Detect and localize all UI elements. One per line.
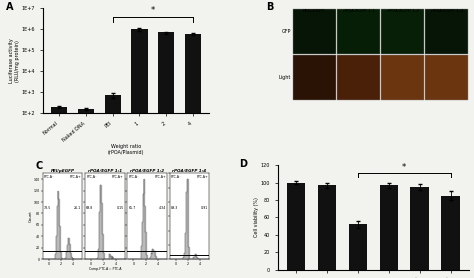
Bar <box>51 106 67 278</box>
Bar <box>381 9 424 54</box>
X-axis label: Weight ratio
(rPOA/Plasmid): Weight ratio (rPOA/Plasmid) <box>108 144 144 155</box>
Bar <box>158 33 174 278</box>
Text: A: A <box>6 2 13 12</box>
Text: B: B <box>266 2 273 12</box>
Bar <box>381 55 424 100</box>
Bar <box>349 224 367 270</box>
Y-axis label: Luciferase activity
(RLU/mg protein): Luciferase activity (RLU/mg protein) <box>9 38 20 83</box>
Text: C: C <box>36 161 43 171</box>
Bar <box>185 34 201 278</box>
Bar <box>425 9 468 54</box>
Bar <box>287 183 305 270</box>
Text: rPOA/EGFP 1:4: rPOA/EGFP 1:4 <box>431 9 463 13</box>
Text: *: * <box>151 6 155 15</box>
Text: GFP: GFP <box>282 29 291 34</box>
Text: rPOA/EGFP 1:2: rPOA/EGFP 1:2 <box>387 9 419 13</box>
Bar <box>441 196 460 270</box>
Bar <box>318 185 336 270</box>
Bar <box>78 109 94 278</box>
Bar <box>337 55 380 100</box>
Y-axis label: Cell viability (%): Cell viability (%) <box>254 197 259 237</box>
Text: PEI/pEGFP: PEI/pEGFP <box>303 9 326 13</box>
Bar <box>380 185 398 270</box>
Bar <box>410 187 429 270</box>
Bar <box>337 9 380 54</box>
Text: Light: Light <box>279 75 291 80</box>
Bar <box>131 29 147 278</box>
Bar <box>425 55 468 100</box>
Bar <box>104 95 121 278</box>
Text: rPOA/EGFP 1:1: rPOA/EGFP 1:1 <box>343 9 374 13</box>
Bar <box>293 9 336 54</box>
Bar <box>293 55 336 100</box>
Text: *: * <box>402 163 406 172</box>
Text: D: D <box>239 159 247 169</box>
